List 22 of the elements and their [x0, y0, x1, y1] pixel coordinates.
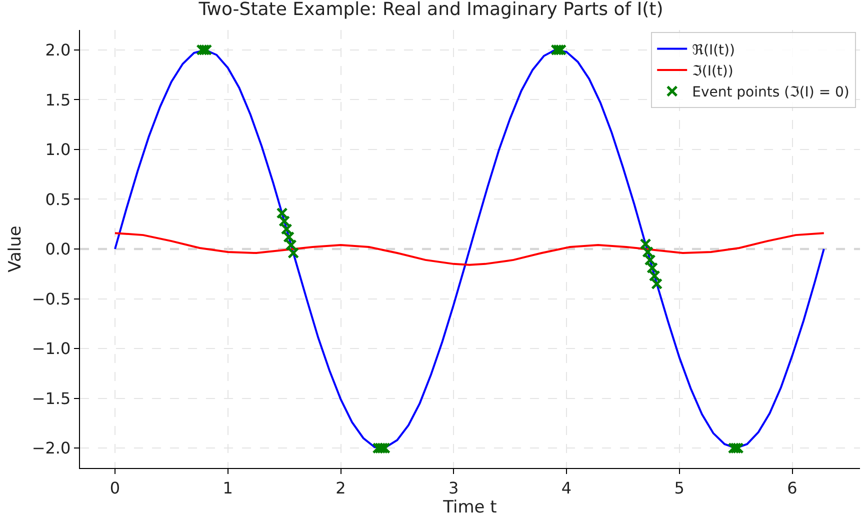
- y-tick-label: 0.0: [45, 240, 71, 259]
- legend-label: ℑ(I(t)): [692, 63, 734, 80]
- x-tick-label: 6: [787, 478, 798, 498]
- y-tick-label: −1.0: [32, 339, 71, 358]
- y-tick-label: −0.5: [32, 289, 71, 308]
- x-tick-label: 5: [674, 478, 684, 498]
- y-axis-title: Value: [5, 226, 26, 272]
- legend-label: ℜ(I(t)): [692, 42, 735, 58]
- x-tick-label: 0: [110, 478, 120, 498]
- y-tick-label: 0.5: [45, 190, 71, 209]
- y-tick-label: 1.0: [45, 140, 71, 160]
- legend-label: Event points (ℑ(I) = 0): [692, 84, 850, 101]
- x-axis-title: Time t: [442, 498, 498, 518]
- x-tick-label: 2: [336, 478, 346, 498]
- x-tick-label: 3: [448, 478, 459, 498]
- x-tick-label: 1: [222, 478, 233, 498]
- x-tick-label: 4: [561, 478, 572, 498]
- y-tick-label: 2.0: [45, 40, 71, 60]
- y-tick-label: 1.5: [45, 90, 71, 110]
- y-tick-label: −2.0: [32, 438, 71, 458]
- chart-title: Two-State Example: Real and Imaginary Parts of I(t): [198, 0, 664, 20]
- y-tick-label: −1.5: [32, 388, 71, 408]
